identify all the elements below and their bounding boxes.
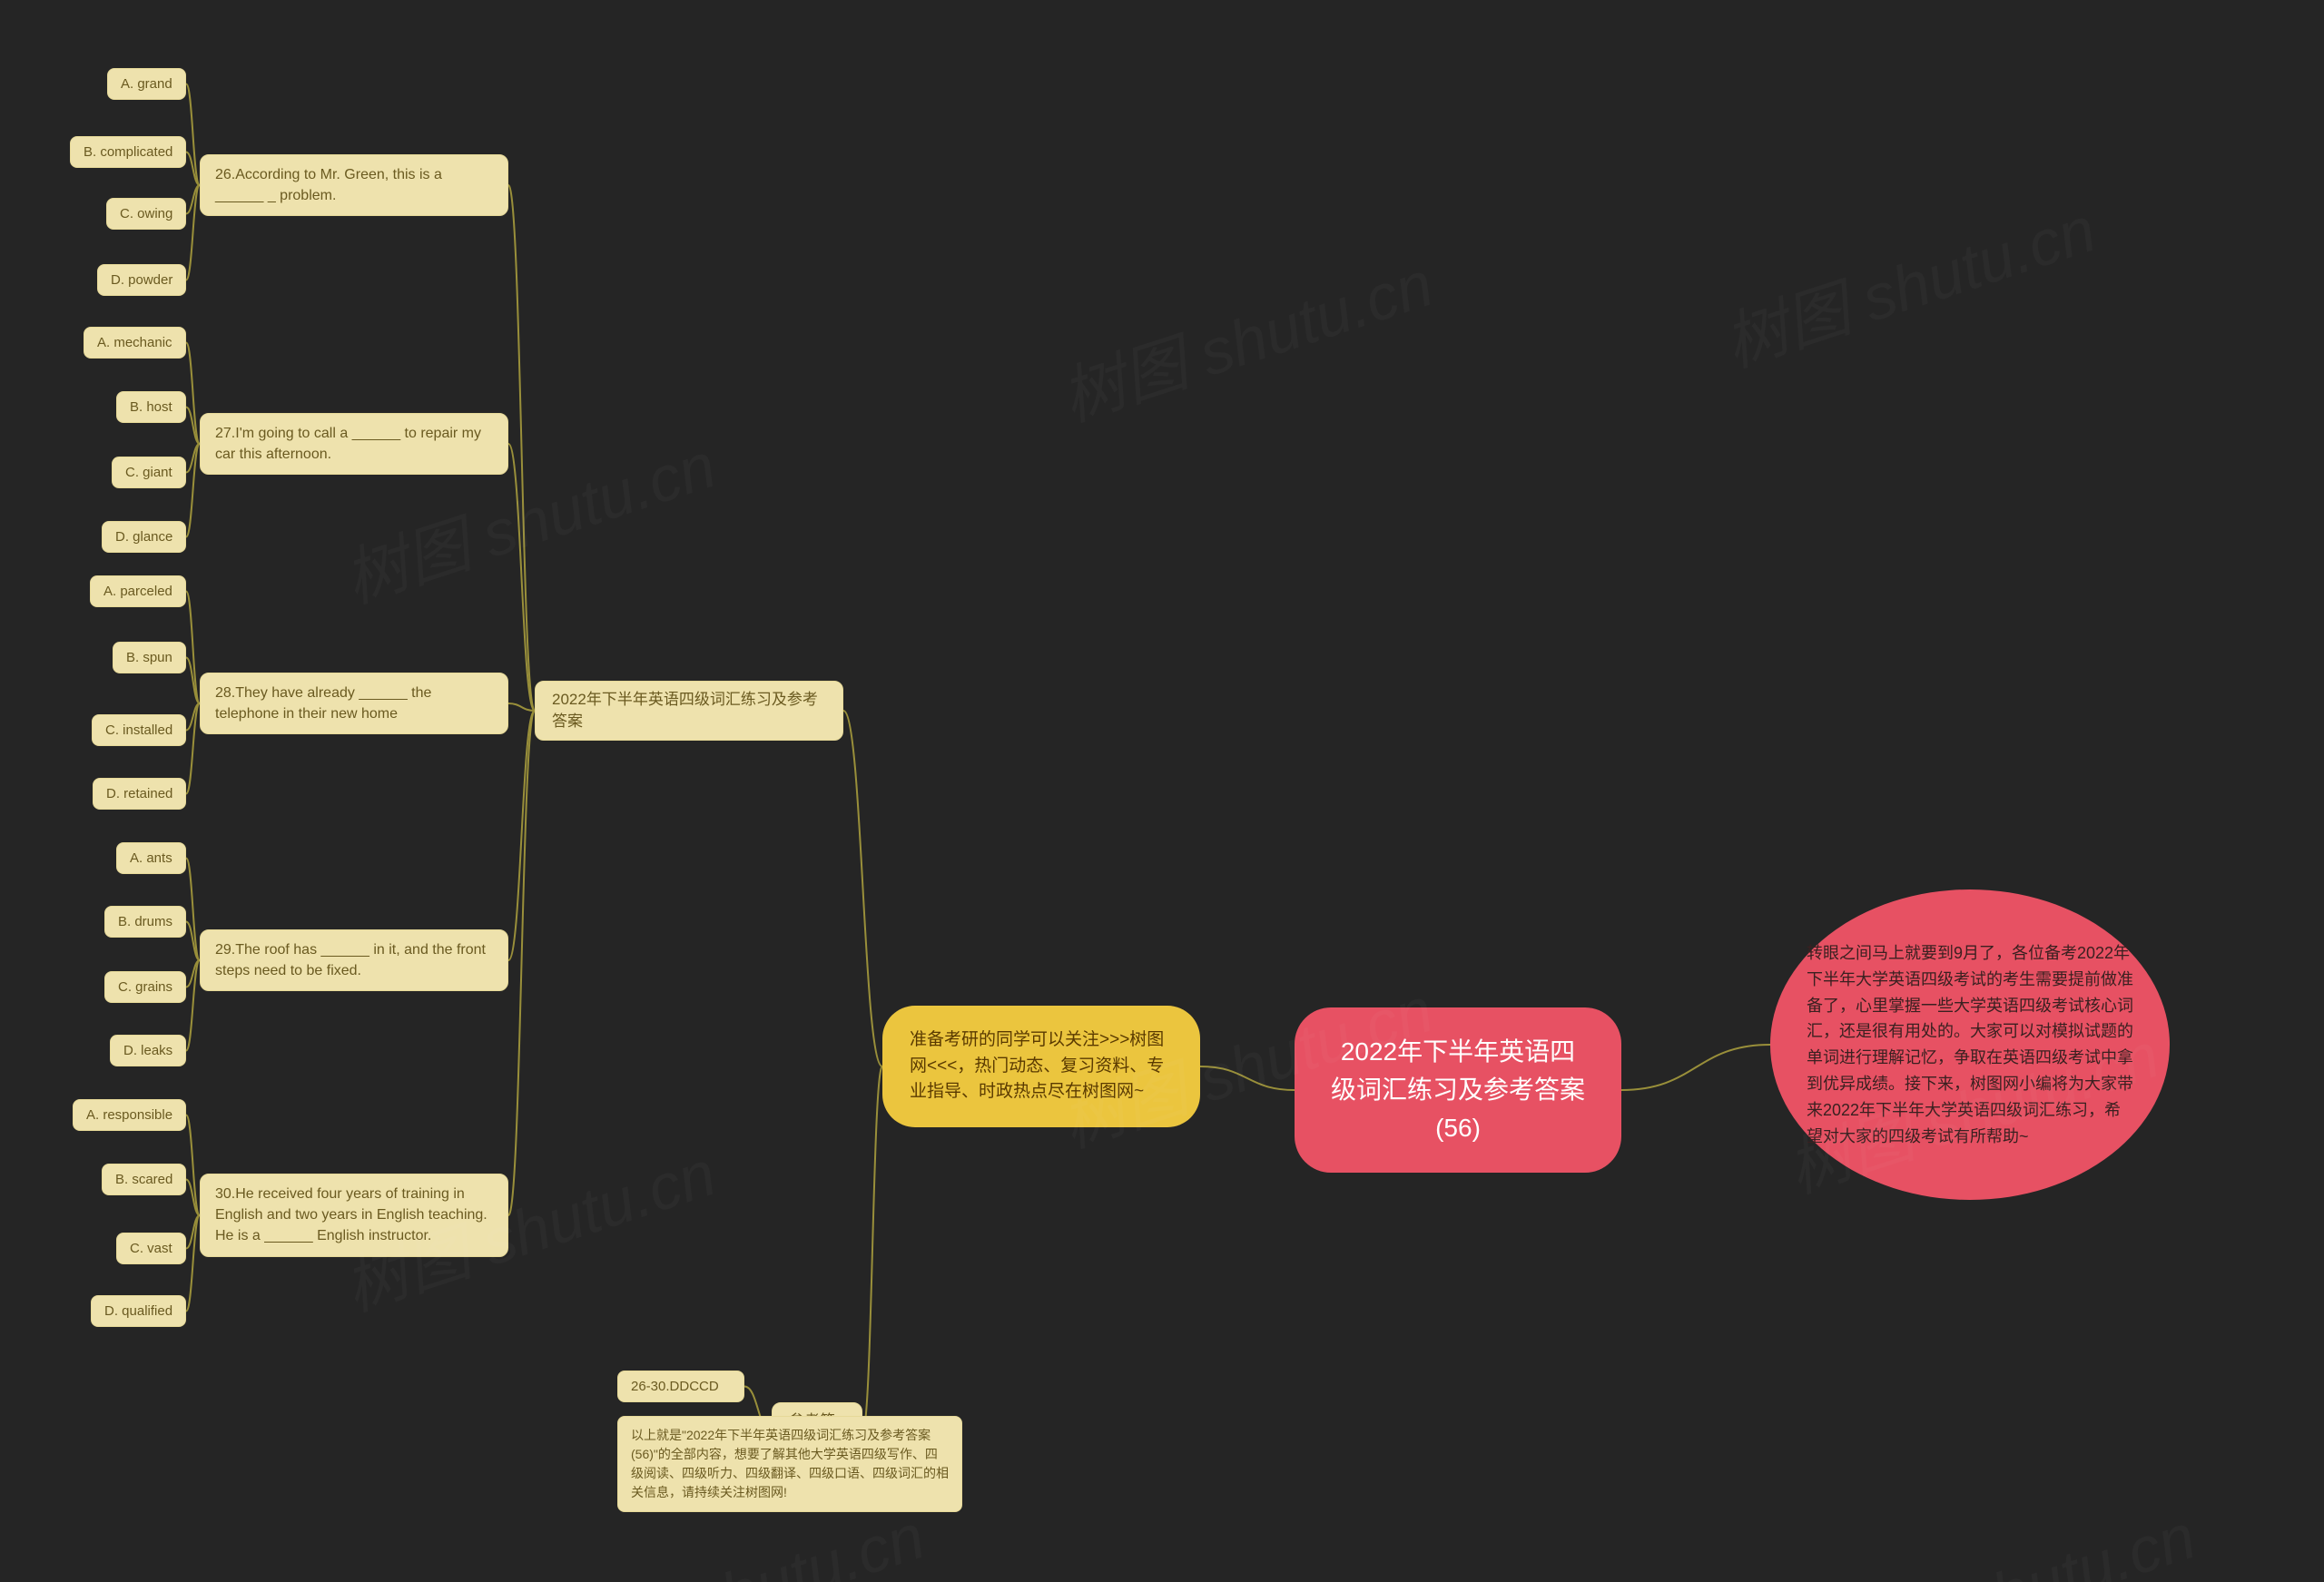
question-30-option-B: B. scared xyxy=(102,1164,186,1195)
question-26-option-C: C. owing xyxy=(106,198,186,230)
prep-node: 准备考研的同学可以关注>>>树图网<<<，热门动态、复习资料、专业指导、时政热点… xyxy=(882,1006,1200,1127)
question-28-option-C: C. installed xyxy=(92,714,186,746)
question-29-option-B: B. drums xyxy=(104,906,186,938)
section-questions-node: 2022年下半年英语四级词汇练习及参考答案 xyxy=(535,681,843,741)
question-28-option-A: A. parceled xyxy=(90,575,186,607)
intro-node: 转眼之间马上就要到9月了，各位备考2022年下半年大学英语四级考试的考生需要提前… xyxy=(1770,889,2170,1200)
question-28-option-D: D. retained xyxy=(93,778,186,810)
root-title-node: 2022年下半年英语四级词汇练习及参考答案(56) xyxy=(1295,1007,1621,1173)
question-30-node: 30.He received four years of training in… xyxy=(200,1174,508,1257)
question-27-option-A: A. mechanic xyxy=(84,327,186,359)
question-29-option-C: C. grains xyxy=(104,971,186,1003)
question-30-option-A: A. responsible xyxy=(73,1099,186,1131)
question-26-option-B: B. complicated xyxy=(70,136,186,168)
question-29-option-A: A. ants xyxy=(116,842,186,874)
question-27-option-D: D. glance xyxy=(102,521,186,553)
mindmap-canvas: 2022年下半年英语四级词汇练习及参考答案(56) 转眼之间马上就要到9月了，各… xyxy=(0,0,2324,1582)
question-26-option-A: A. grand xyxy=(107,68,186,100)
answer-key-node: 26-30.DDCCD xyxy=(617,1371,744,1402)
question-27-option-C: C. giant xyxy=(112,457,186,488)
question-26-node: 26.According to Mr. Green, this is a ___… xyxy=(200,154,508,216)
question-30-option-C: C. vast xyxy=(116,1233,186,1264)
question-27-node: 27.I'm going to call a ______ to repair … xyxy=(200,413,508,475)
connector-layer xyxy=(0,0,2324,1582)
footer-note-node: 以上就是"2022年下半年英语四级词汇练习及参考答案(56)"的全部内容，想要了… xyxy=(617,1416,962,1512)
question-28-option-B: B. spun xyxy=(113,642,186,673)
question-30-option-D: D. qualified xyxy=(91,1295,186,1327)
question-28-node: 28.They have already ______ the telephon… xyxy=(200,673,508,734)
question-29-node: 29.The roof has ______ in it, and the fr… xyxy=(200,929,508,991)
question-26-option-D: D. powder xyxy=(97,264,186,296)
question-29-option-D: D. leaks xyxy=(110,1035,186,1066)
question-27-option-B: B. host xyxy=(116,391,186,423)
